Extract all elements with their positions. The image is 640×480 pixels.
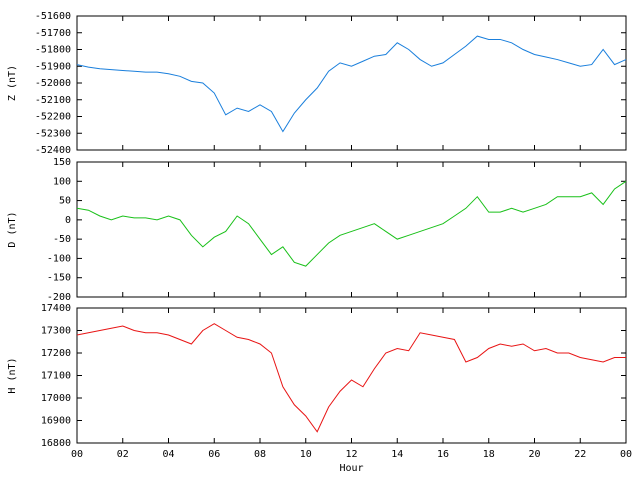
y-tick-label: -51700	[35, 28, 71, 39]
y-tick-label: 150	[53, 157, 71, 168]
trace	[76, 180, 627, 267]
trace	[76, 323, 626, 433]
panel-frame	[76, 15, 627, 151]
y-axis-label: H (nT)	[7, 357, 18, 393]
y-tick-label: -51600	[35, 11, 71, 22]
x-axis-label: Hour	[339, 463, 363, 474]
y-tick-label: 17200	[41, 348, 71, 359]
y-tick-label: 17000	[41, 393, 71, 404]
y-tick-label: 0	[65, 215, 71, 226]
y-axis-label: Z (nT)	[7, 65, 18, 101]
y-tick-label: 100	[53, 176, 71, 187]
x-tick-label: 10	[300, 449, 312, 460]
y-tick-label: 50	[59, 196, 71, 207]
y-tick-label: 16900	[41, 416, 71, 427]
y-tick-label: 17300	[41, 326, 71, 337]
y-tick-label: -52400	[35, 145, 71, 156]
x-tick-label: 20	[528, 449, 540, 460]
y-tick-label: -51900	[35, 61, 71, 72]
x-tick-label: 02	[117, 449, 129, 460]
y-tick-label: -100	[47, 253, 71, 264]
x-tick-label: 06	[208, 449, 220, 460]
x-tick-label: 14	[391, 449, 403, 460]
y-tick-label: -200	[47, 292, 71, 303]
trace	[76, 35, 627, 133]
y-tick-label: -150	[47, 273, 71, 284]
y-tick-label: -52100	[35, 95, 71, 106]
y-tick-label: 17100	[41, 371, 71, 382]
y-tick-label: -50	[53, 234, 71, 245]
panel-frame	[76, 307, 627, 444]
y-tick-label: -52300	[35, 128, 71, 139]
x-tick-label: 18	[483, 449, 495, 460]
y-tick-label: -51800	[35, 45, 71, 56]
x-tick-label: 00	[71, 449, 83, 460]
x-tick-label: 00	[620, 449, 632, 460]
x-tick-label: 12	[345, 449, 357, 460]
y-tick-label: 17400	[41, 303, 71, 314]
x-tick-label: 04	[162, 449, 174, 460]
y-tick-label: -52200	[35, 112, 71, 123]
x-tick-label: 08	[254, 449, 266, 460]
panel-frame	[76, 161, 627, 298]
y-tick-label: 16800	[41, 438, 71, 449]
y-tick-label: -52000	[35, 78, 71, 89]
x-tick-label: 16	[437, 449, 449, 460]
x-tick-label: 22	[574, 449, 586, 460]
y-axis-label: D (nT)	[7, 211, 18, 247]
